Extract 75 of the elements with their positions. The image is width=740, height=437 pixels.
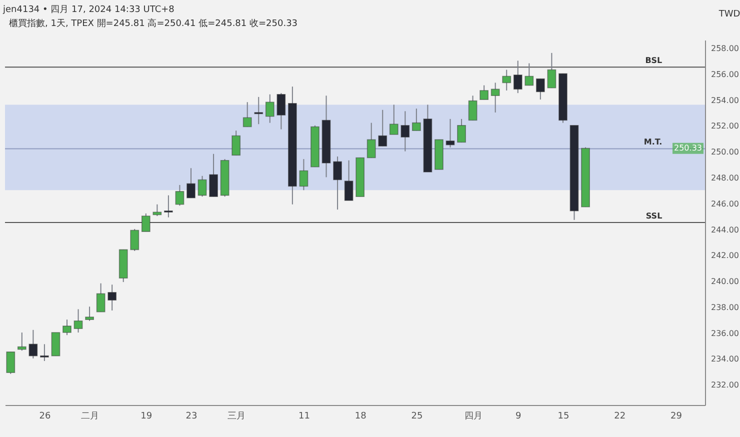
candlestick (254, 96, 264, 125)
y-tick-label: 246.00 (711, 199, 739, 208)
candlestick (378, 109, 388, 147)
candlestick (480, 84, 489, 100)
x-tick-label: 三月 (228, 412, 246, 422)
y-tick-label: 254.00 (711, 96, 739, 105)
y-tick-label: 244.00 (711, 225, 739, 234)
candlestick (536, 78, 545, 100)
x-tick-label: 25 (411, 412, 423, 422)
candlestick (242, 102, 252, 128)
candlestick (457, 118, 466, 143)
candlestick (74, 308, 83, 334)
y-tick-label: 234.00 (711, 354, 739, 364)
y-tick-label: 232.00 (711, 380, 739, 390)
candlestick (265, 94, 274, 124)
candlestick (468, 95, 478, 121)
candlestick (28, 329, 38, 359)
ref-line-label: M.T. (644, 138, 662, 147)
candlestick (299, 158, 308, 191)
x-tick-label: 22 (614, 412, 626, 422)
chart-title: 櫃買指數, 1天, TPEX 開=245.81 高=250.41 低=245.81 收=250.33 (9, 18, 298, 29)
candlestick (175, 184, 184, 206)
y-tick-label: 248.00 (711, 173, 739, 182)
text: jen4134 • 四月 17, 2024 14:33 UTC+8 (2, 5, 175, 15)
annotation: 250.33 (674, 143, 702, 152)
x-tick-label: 19 (140, 412, 152, 422)
x-tick-label: 29 (670, 412, 682, 422)
candlestick (344, 160, 354, 201)
candlestick (108, 284, 117, 312)
candlestick (96, 282, 106, 312)
candlestick (85, 306, 94, 322)
candlestick (209, 153, 218, 198)
candlestick (51, 332, 60, 356)
y-tick-label: 240.00 (711, 277, 739, 286)
candlestick (502, 69, 512, 91)
candlestick (524, 62, 534, 86)
ref-line-label: BSL (645, 56, 662, 66)
ref-line-label: SSL (646, 212, 662, 220)
candlestick (389, 104, 398, 135)
y-tick-label: 250.00 (711, 148, 739, 157)
x-tick-label: 18 (354, 412, 367, 422)
x-tick-label: 23 (186, 412, 198, 422)
y-tick-label: 236.00 (711, 328, 739, 338)
x-tick-label: 15 (558, 412, 570, 422)
candlestick (400, 110, 410, 152)
x-tick-label: 26 (39, 412, 51, 422)
candlestick (366, 122, 376, 158)
candlestick (446, 118, 455, 148)
candlestick (276, 92, 286, 130)
y-tick-label: 256.00 (711, 70, 739, 79)
candlestick (152, 204, 162, 217)
candlestick (141, 212, 150, 232)
candlestick (232, 130, 241, 156)
x-tick-label: 11 (298, 412, 310, 422)
y-tick-label: 238.00 (711, 302, 739, 312)
candlestick (40, 344, 49, 362)
y-tick-label: 258.00 (711, 44, 739, 54)
candlestick (186, 168, 196, 198)
y-tick-label: 242.00 (711, 251, 739, 260)
x-tick-label: 四月 (464, 412, 482, 422)
candlestick (412, 108, 421, 132)
candlestick (547, 52, 556, 88)
candlestick (62, 319, 72, 336)
candlestick (513, 60, 522, 94)
candlestick (198, 175, 207, 198)
candlestick (6, 351, 16, 374)
x-tick-label: 二月 (81, 412, 100, 422)
candlestick (164, 194, 173, 218)
y-axis-title: TWD (718, 10, 740, 20)
y-tick-label: 252.00 (711, 122, 739, 131)
candlestick (130, 228, 140, 252)
candlestick (333, 156, 342, 210)
candlestick (17, 332, 26, 352)
x-tick-label: 9 (516, 412, 522, 422)
candlestick (490, 82, 500, 113)
